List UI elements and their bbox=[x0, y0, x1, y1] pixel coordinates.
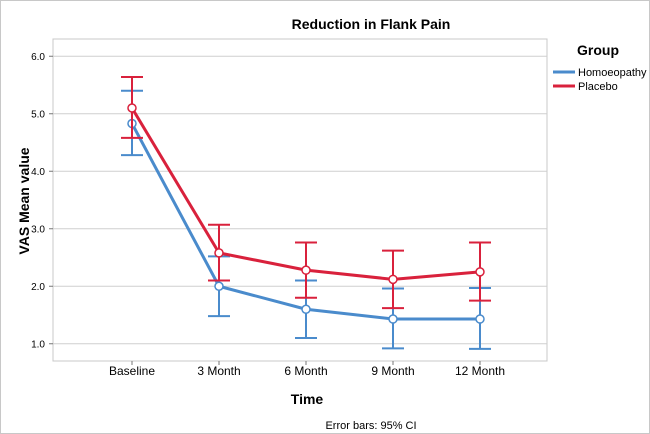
legend-title: Group bbox=[577, 42, 619, 58]
y-tick-label-1: 2.0 bbox=[31, 282, 45, 293]
series-group bbox=[121, 75, 491, 350]
data-point-homoeopathy-1 bbox=[214, 281, 224, 291]
data-point-homoeopathy-2 bbox=[301, 304, 311, 314]
data-point-placebo-1 bbox=[214, 248, 224, 258]
x-tick-label-1: 3 Month bbox=[197, 364, 240, 378]
legend: Group Homoeopathy Placebo bbox=[553, 42, 647, 93]
legend-label-placebo: Placebo bbox=[578, 81, 618, 93]
data-point-placebo-2 bbox=[301, 265, 311, 275]
y-tick-label-5: 6.0 bbox=[31, 52, 45, 63]
plot-area bbox=[52, 38, 548, 362]
x-tick-label-0: Baseline bbox=[109, 364, 155, 378]
x-tick-label-4: 12 Month bbox=[455, 364, 505, 378]
series-placebo bbox=[121, 75, 491, 310]
data-point-placebo-0 bbox=[127, 103, 137, 113]
data-point-homoeopathy-3 bbox=[388, 314, 398, 324]
x-tick-label-2: 6 Month bbox=[284, 364, 327, 378]
y-tick-label-4: 5.0 bbox=[31, 109, 45, 120]
data-point-homoeopathy-4 bbox=[475, 314, 485, 324]
chart-title: Reduction in Flank Pain bbox=[292, 16, 451, 32]
legend-label-homoeopathy: Homoeopathy bbox=[578, 67, 647, 79]
data-point-placebo-3 bbox=[388, 274, 398, 285]
x-tick-label-3: 9 Month bbox=[371, 364, 414, 378]
x-axis-title: Time bbox=[291, 391, 324, 407]
y-tick-label-2: 3.0 bbox=[31, 224, 45, 235]
y-tick-label-3: 4.0 bbox=[31, 167, 45, 178]
y-tick-label-0: 1.0 bbox=[31, 339, 45, 350]
y-axis-title: VAS Mean value bbox=[16, 147, 32, 254]
x-axis-ticks: Baseline 3 Month 6 Month 9 Month 12 Month bbox=[109, 361, 505, 378]
error-bars-footnote: Error bars: 95% CI bbox=[325, 420, 416, 432]
data-point-placebo-4 bbox=[475, 267, 485, 277]
y-axis-ticks: 1.0 2.0 3.0 4.0 5.0 6.0 bbox=[31, 52, 53, 350]
